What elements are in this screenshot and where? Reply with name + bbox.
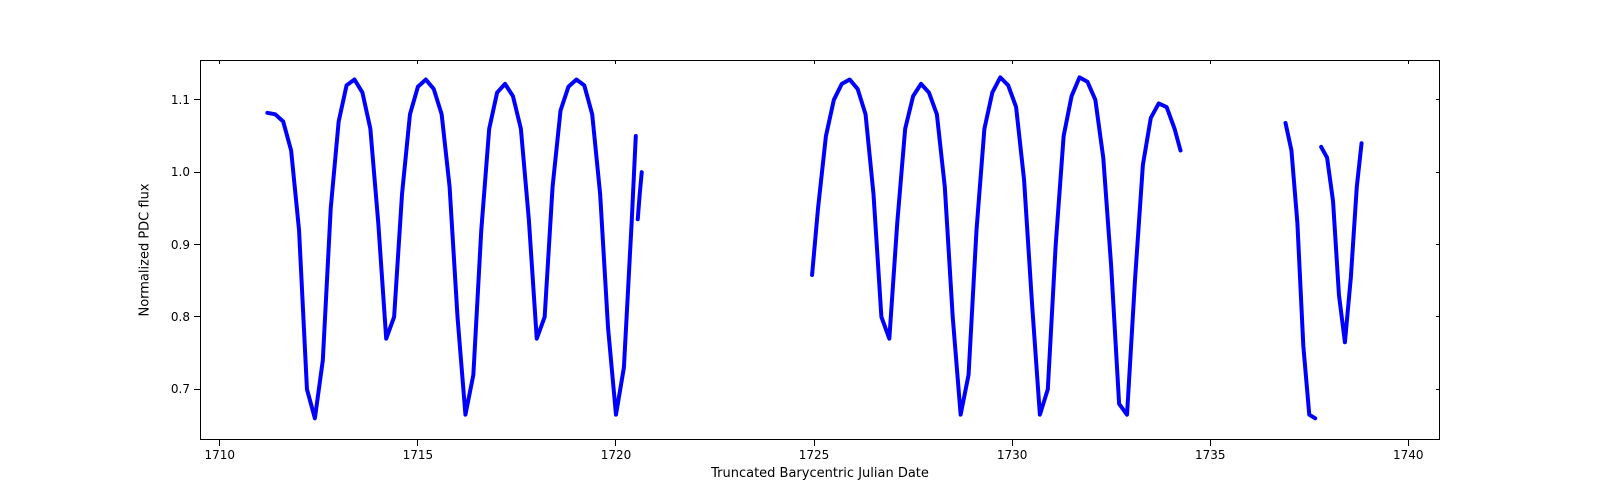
segment-path: [638, 172, 642, 219]
segment-path: [1286, 123, 1316, 418]
figure: 1710 1715 1720 1725 1730 1735 1740 0.7 0.8 0.9 1.0…: [0, 0, 1600, 500]
xtick-mark: [417, 440, 418, 446]
xtick-mark-top: [1210, 60, 1211, 64]
xtick-mark-top: [1408, 60, 1409, 64]
segment-path: [267, 80, 635, 419]
ytick-mark: [194, 389, 200, 390]
x-axis-label: Truncated Barycentric Julian Date: [711, 466, 929, 481]
xtick-mark: [1408, 440, 1409, 446]
xtick-mark: [814, 440, 815, 446]
ytick-mark-right: [1436, 244, 1440, 245]
xtick-mark: [1012, 440, 1013, 446]
ytick-mark: [194, 99, 200, 100]
xtick-label: 1720: [601, 448, 632, 462]
xtick-label: 1725: [799, 448, 830, 462]
segment-path: [812, 77, 1180, 414]
ytick-mark-right: [1436, 389, 1440, 390]
xtick-mark-top: [615, 60, 616, 64]
xtick-mark: [1210, 440, 1211, 446]
xtick-mark: [615, 440, 616, 446]
xtick-label: 1710: [205, 448, 236, 462]
light-curve-svg: [0, 0, 1600, 500]
xtick-mark-top: [417, 60, 418, 64]
ytick-mark: [194, 172, 200, 173]
xtick-label: 1730: [997, 448, 1028, 462]
xtick-label: 1715: [403, 448, 434, 462]
light-curve-series: [267, 77, 1361, 418]
ytick-mark: [194, 316, 200, 317]
ytick-label: 0.9: [171, 238, 190, 252]
xtick-mark-top: [219, 60, 220, 64]
ytick-mark-right: [1436, 99, 1440, 100]
ytick-label: 1.1: [171, 93, 190, 107]
ytick-mark-right: [1436, 172, 1440, 173]
ytick-mark-right: [1436, 316, 1440, 317]
xtick-label: 1735: [1195, 448, 1226, 462]
xtick-mark: [219, 440, 220, 446]
ytick-label: 0.8: [171, 310, 190, 324]
segment-path: [1321, 143, 1361, 342]
ytick-label: 0.7: [171, 382, 190, 396]
xtick-mark-top: [814, 60, 815, 64]
xtick-label: 1740: [1393, 448, 1424, 462]
xtick-mark-top: [1012, 60, 1013, 64]
ytick-mark: [194, 244, 200, 245]
y-axis-label: Normalized PDC flux: [138, 183, 153, 316]
ytick-label: 1.0: [171, 165, 190, 179]
